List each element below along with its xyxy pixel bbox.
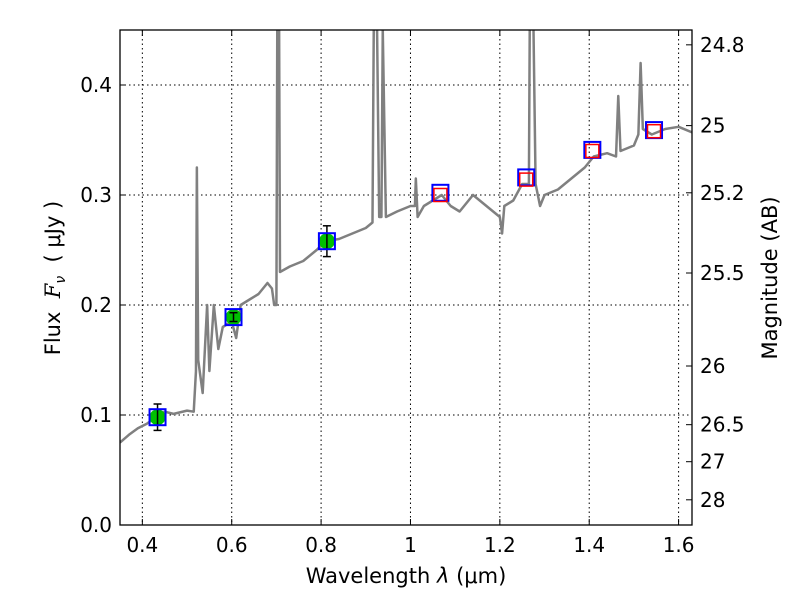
y2-tick-label: 26 <box>700 354 725 378</box>
y2-tick-label: 25.5 <box>700 261 745 285</box>
x-tick-label: 1.6 <box>663 533 695 557</box>
y2-tick-label: 24.8 <box>700 33 745 57</box>
y-axis-label: Flux Fν ( μJy ) <box>41 201 69 356</box>
model-point-red <box>518 172 534 187</box>
y-tick-label: 0.4 <box>80 73 112 97</box>
model-point-blue <box>148 408 167 427</box>
y2-tick-label: 27 <box>700 450 725 474</box>
x-tick-label: 0.6 <box>216 533 248 557</box>
axis-ticks: 0.4 0.6 0.8 1 1.2 1.4 1.6 0.0 0.1 0.2 0.3 0.4 24.8 25… <box>80 30 745 557</box>
x-tick-label: 1.4 <box>573 533 605 557</box>
model-point-red <box>646 123 662 139</box>
model-point-blue <box>224 308 243 327</box>
spectrum-line <box>120 30 692 444</box>
photometry-points <box>148 121 664 432</box>
model-point-blue <box>317 232 336 251</box>
y2-axis-label: Magnitude (AB) <box>758 196 782 359</box>
y2-tick-label: 25 <box>700 114 725 138</box>
model-point-red <box>433 187 448 203</box>
plot-frame <box>119 29 693 526</box>
y-tick-label: 0.3 <box>80 183 112 207</box>
y2-tick-label: 26.5 <box>700 413 745 437</box>
y2-tick-label: 28 <box>700 488 725 512</box>
spectrum-series <box>120 30 692 444</box>
grid <box>120 30 692 525</box>
x-tick-label: 1 <box>404 533 417 557</box>
model-point-red <box>585 143 600 159</box>
y-tick-label: 0.2 <box>80 293 112 317</box>
x-tick-label: 0.4 <box>126 533 158 557</box>
x-axis-label: Wavelength λ (μm) <box>306 564 507 588</box>
y-tick-label: 0.0 <box>80 513 112 537</box>
y-tick-label: 0.1 <box>80 403 112 427</box>
x-tick-label: 1.2 <box>484 533 516 557</box>
y2-tick-label: 25.2 <box>700 181 745 205</box>
x-tick-label: 0.8 <box>305 533 337 557</box>
